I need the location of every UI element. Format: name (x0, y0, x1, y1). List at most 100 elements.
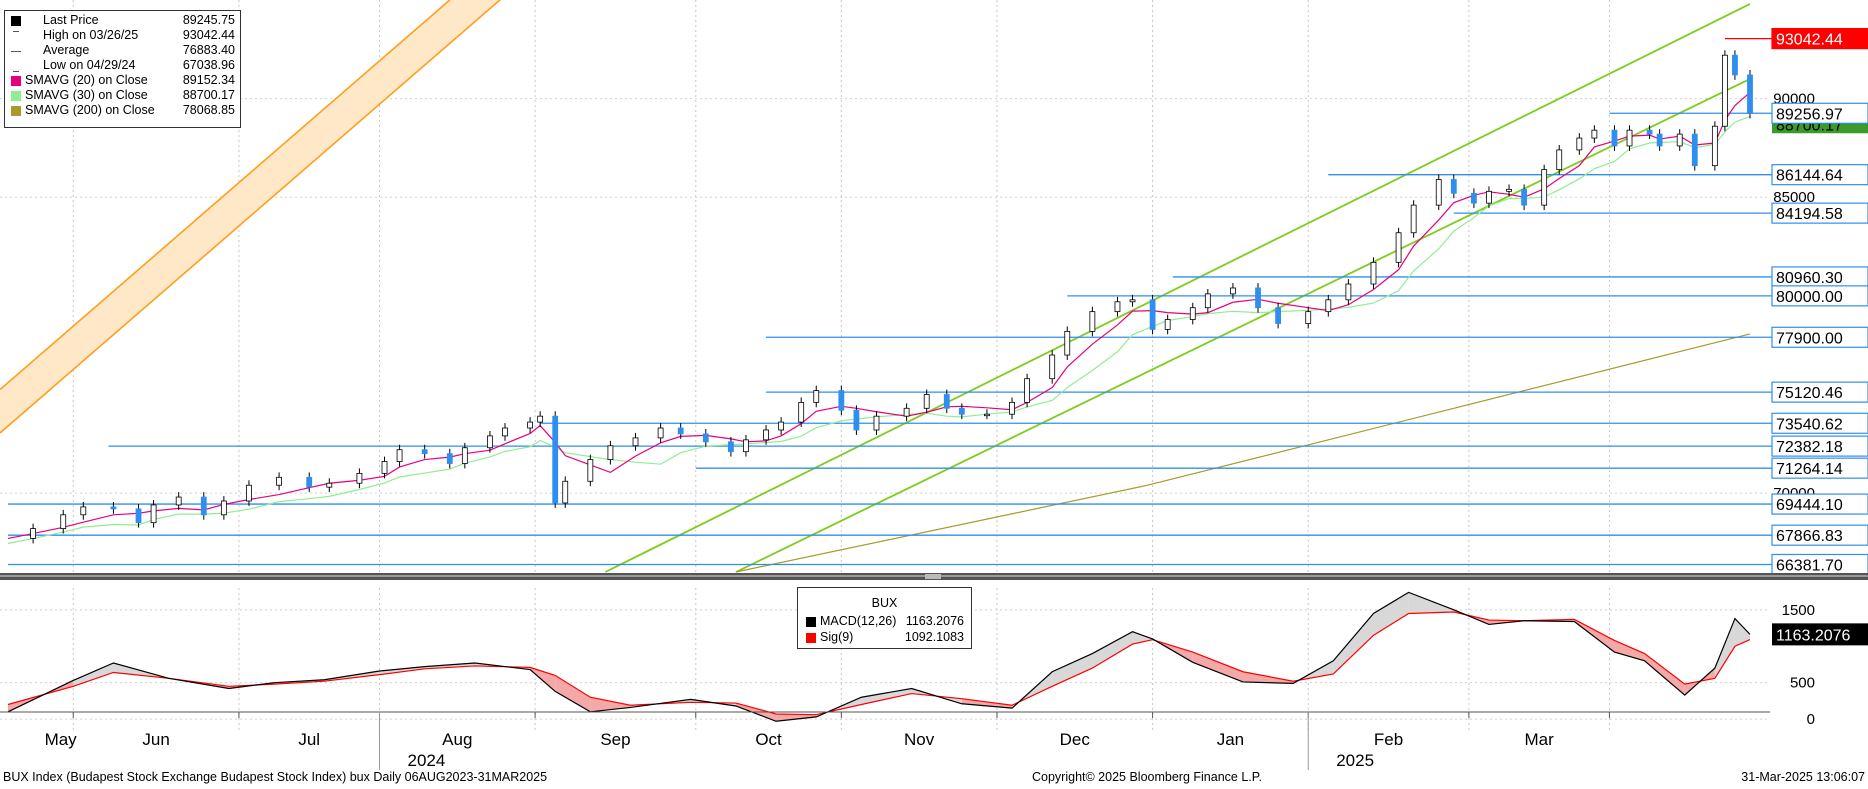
macd-diff-fill (1132, 631, 1153, 645)
footer-description: BUX Index (Budapest Stock Exchange Budap… (3, 770, 548, 784)
price-tick-label: 85000 (1773, 189, 1815, 206)
level-tag-label: 80960.30 (1776, 270, 1843, 287)
candle-body (1255, 287, 1261, 309)
month-label: Jul (298, 730, 320, 749)
candle-body (135, 508, 142, 524)
level-tag-box (1771, 524, 1868, 546)
candle-body (1732, 54, 1738, 76)
candle-body (1129, 299, 1136, 303)
month-label: Oct (755, 730, 782, 749)
candle-body (306, 476, 313, 488)
level-tag-label: 89256.97 (1776, 106, 1843, 123)
channel-lower-line (0, 0, 502, 434)
candle-body (60, 514, 67, 530)
time-axis: May Jun Jul Aug Sep Oct Nov Dec Jan Feb Mar 2024 202… (0, 711, 1770, 770)
level-tag-box (1771, 435, 1868, 457)
candle-body (1721, 54, 1728, 127)
trend-line (735, 78, 1751, 573)
legend-label: SMAVG (20) on Close (25, 73, 148, 87)
candle-body (1541, 169, 1548, 206)
month-label: Aug (442, 730, 472, 749)
macd-legend: BUX MACD(12,26) 1163.2076 Sig(9) 1092.10… (797, 587, 972, 649)
candle-body (552, 415, 559, 504)
macd-diff-fill (73, 663, 114, 687)
channel-upper-line (0, 0, 451, 391)
candle-body (421, 449, 428, 455)
price-legend: Last Price 89245.75 High on 03/26/25 930… (4, 10, 241, 128)
legend-value: 89152.34 (182, 73, 235, 87)
candle-body (1470, 192, 1477, 204)
level-tag-label: 84194.58 (1776, 206, 1843, 223)
level-tag-label: 71264.14 (1776, 461, 1843, 478)
candle-body (1591, 129, 1598, 139)
candle-body (537, 415, 544, 423)
sma30-swatch (11, 91, 21, 101)
candle-body (798, 401, 805, 423)
macd-diff-fill (1644, 653, 1685, 696)
candle-body (80, 506, 87, 516)
legend-value: 93042.44 (182, 28, 235, 42)
candle-body (381, 461, 388, 474)
legend-label: Average (43, 43, 90, 57)
legend-label: Low on 04/29/24 (43, 58, 136, 72)
orange-channel (0, 0, 502, 434)
candle-body (1691, 133, 1698, 167)
macd-legend-value: 1163.2076 (905, 614, 964, 628)
candle-body (1345, 283, 1352, 301)
macd-axis: 0 500 1500 1163.2076 (1772, 602, 1868, 728)
month-label: Feb (1374, 730, 1403, 749)
candle-body (200, 496, 207, 516)
candle-body (923, 394, 930, 409)
sma200-line (735, 333, 1751, 573)
candle-body (487, 435, 493, 449)
macd-legend-label: MACD(12,26) (820, 614, 897, 628)
macd-diff-fill (1408, 592, 1454, 614)
macd-diff-fill (1192, 652, 1243, 682)
high-marker-icon (13, 31, 19, 42)
candle-body (677, 427, 684, 435)
candle-body (587, 459, 594, 482)
legend-row-low: Low on 04/29/24 67038.96 (11, 58, 235, 74)
legend-value: 78068.85 (182, 103, 235, 117)
level-tag-box (1771, 102, 1868, 124)
trend-line (605, 3, 1751, 573)
candle-body (1089, 311, 1096, 332)
month-label: May (45, 730, 78, 749)
candle-body (246, 484, 252, 502)
candle-body (446, 453, 453, 464)
price-levels (8, 37, 1772, 566)
month-label: Mar (1525, 730, 1555, 749)
candle-body (1611, 129, 1618, 147)
level-tag-label: 72382.18 (1776, 439, 1843, 456)
legend-label: SMAVG (200) on Close (25, 103, 155, 117)
candle-body (1370, 261, 1377, 285)
candle-body (607, 445, 614, 460)
candle-body (813, 390, 820, 403)
price-level-tags: 88700.1793042.4489256.9786144.6484194.58… (1771, 28, 1868, 576)
macd-legend-row-signal: Sig(9) 1092.1083 (806, 630, 964, 646)
candle-body (1009, 401, 1015, 415)
candle-body (1576, 137, 1583, 151)
macd-diff-fill (1714, 618, 1735, 679)
average-marker-icon (11, 51, 21, 52)
candle-body (1486, 190, 1492, 204)
candle-body (527, 421, 533, 429)
candle-body (562, 480, 569, 504)
macd-value-tag-label: 1163.2076 (1776, 627, 1851, 644)
candle-body (1626, 129, 1633, 147)
macd-diff-fill (1614, 640, 1645, 661)
footer-copyright: Copyright© 2025 Bloomberg Finance L.P. (1032, 770, 1262, 784)
level-tag-label: 73540.62 (1776, 416, 1843, 433)
candle-body (1656, 133, 1663, 147)
macd-value-tag-box (1772, 623, 1868, 646)
candle-body (702, 433, 709, 443)
macd-legend-row-macd: MACD(12,26) 1163.2076 (806, 614, 964, 630)
sma200-swatch (11, 106, 21, 116)
macd-diff-fill (776, 713, 817, 722)
candle-body (838, 390, 845, 411)
candle-body (220, 500, 227, 516)
sma200-polyline (735, 333, 1751, 573)
candle-body (1114, 301, 1121, 313)
candle-body (1435, 179, 1442, 206)
candle-body (1676, 133, 1683, 147)
